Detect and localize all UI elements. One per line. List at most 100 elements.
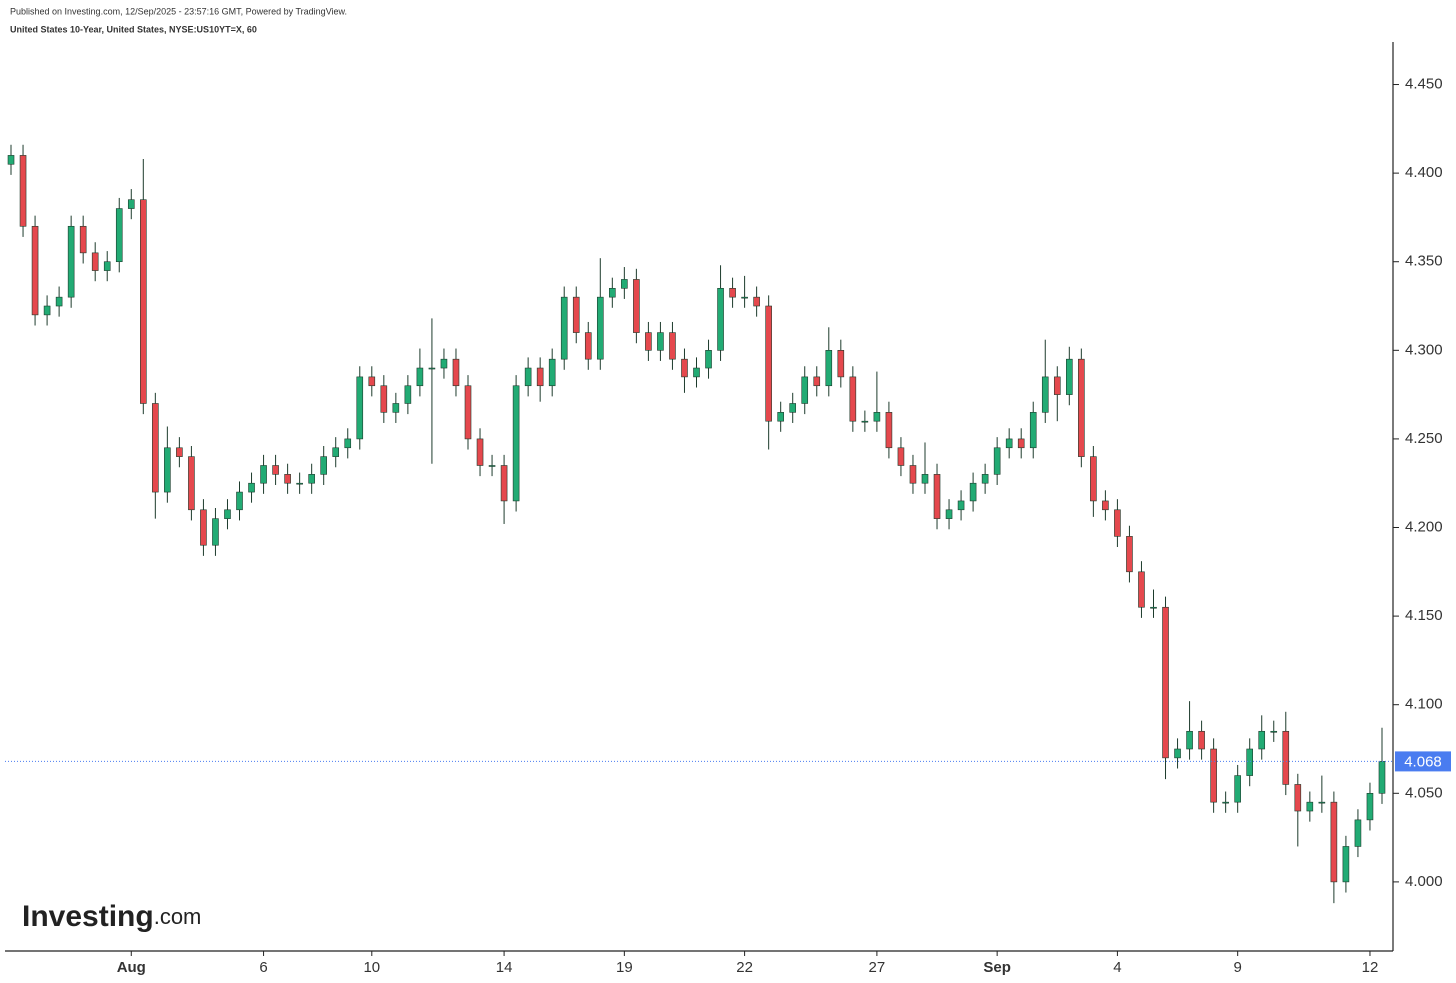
chart-title: United States 10-Year, United States, NY… <box>10 24 257 34</box>
candle-body <box>813 376 821 387</box>
y-tick-label: 4.450 <box>1405 75 1443 92</box>
candle-body <box>236 491 243 511</box>
x-tick-label: 12 <box>1362 959 1379 976</box>
x-tick-label: Aug <box>117 959 146 976</box>
candle-body <box>1150 606 1157 609</box>
last-price-label: 4.068 <box>1404 753 1442 770</box>
candle-body <box>1053 376 1061 395</box>
candle-body <box>1258 730 1266 750</box>
candle-body <box>344 438 352 449</box>
candle-body <box>825 350 833 387</box>
candle-body <box>428 367 436 370</box>
candle-body <box>1017 438 1025 449</box>
candle-body <box>572 296 580 333</box>
candle-body <box>657 332 664 351</box>
candle-body <box>753 296 760 307</box>
candle-body <box>560 296 568 360</box>
candle-body <box>837 350 845 378</box>
candle-body <box>861 420 869 423</box>
candle-body <box>729 287 736 298</box>
candle-body <box>332 447 340 457</box>
y-tick-label: 4.200 <box>1405 518 1443 535</box>
x-tick-label: 27 <box>869 959 886 976</box>
candle-body <box>1005 438 1013 449</box>
candle-body <box>524 367 532 387</box>
candle-body <box>741 296 748 299</box>
candle-body <box>1090 456 1097 502</box>
candle-body <box>969 482 977 502</box>
candle-body <box>127 199 135 209</box>
candle-body <box>1029 412 1037 449</box>
candle-body <box>488 465 496 467</box>
candle-body <box>981 474 989 484</box>
candle-body <box>777 412 784 422</box>
candle-body <box>440 358 448 369</box>
candle-body <box>717 287 724 351</box>
candle-body <box>1186 730 1193 750</box>
candle-body <box>476 438 484 466</box>
candle-body <box>1174 748 1181 759</box>
candle-body <box>921 474 929 484</box>
candle-body <box>212 518 219 546</box>
logo: Investing.com <box>22 900 201 933</box>
candle-body <box>993 447 1001 475</box>
candle-body <box>272 465 279 475</box>
x-tick-label: Sep <box>983 959 1011 976</box>
candle-body <box>103 261 111 271</box>
candle-body <box>115 208 123 263</box>
y-tick-label: 4.300 <box>1405 341 1443 358</box>
candle-body <box>1210 748 1217 803</box>
candle-body <box>164 447 171 493</box>
candle-body <box>1294 784 1302 812</box>
candle-body <box>224 509 231 519</box>
x-tick-label: 9 <box>1234 959 1242 976</box>
candle-body <box>308 474 315 484</box>
candle-body <box>957 500 965 511</box>
candle-body <box>1041 376 1049 413</box>
candle-body <box>1354 819 1362 847</box>
candle-body <box>284 474 291 484</box>
candle-body <box>1378 761 1386 794</box>
y-tick-label: 4.350 <box>1405 253 1443 270</box>
candle-body <box>584 332 592 360</box>
candle-body <box>705 350 712 369</box>
candle-body <box>1306 801 1314 812</box>
candle-body <box>464 385 472 440</box>
candle-body <box>1318 801 1326 804</box>
candle-body <box>296 482 303 485</box>
y-tick-label: 4.250 <box>1405 430 1443 447</box>
candle-body <box>873 412 881 422</box>
x-tick-label: 19 <box>616 959 633 976</box>
candle-body <box>609 287 616 298</box>
y-tick-label: 4.400 <box>1405 164 1443 181</box>
candle-body <box>1270 730 1278 733</box>
candle-body <box>1246 748 1253 776</box>
candle-body <box>1066 358 1073 395</box>
candle-body <box>176 447 183 457</box>
candle-body <box>31 225 39 316</box>
candle-body <box>1222 801 1229 804</box>
logo-suffix: .com <box>154 904 202 929</box>
candle-body <box>1162 606 1169 759</box>
candle-body <box>368 376 376 387</box>
candle-body <box>1366 792 1374 821</box>
candle-body <box>548 358 556 387</box>
x-tick-label: 10 <box>363 959 380 976</box>
candle-body <box>200 509 207 546</box>
y-tick-label: 4.000 <box>1405 873 1443 890</box>
candle-body <box>500 465 508 502</box>
candle-body <box>152 403 159 493</box>
candle-body <box>1282 730 1290 785</box>
candle-body <box>392 403 400 413</box>
candle-body <box>248 482 255 493</box>
candle-body <box>1138 571 1145 608</box>
candle-body <box>7 155 15 165</box>
publish-note: Published on Investing.com, 12/Sep/2025 … <box>10 6 347 16</box>
candle-body <box>789 403 797 413</box>
candle-body <box>621 279 628 289</box>
candle-body <box>681 358 688 378</box>
logo-brand: Investing <box>22 900 154 933</box>
